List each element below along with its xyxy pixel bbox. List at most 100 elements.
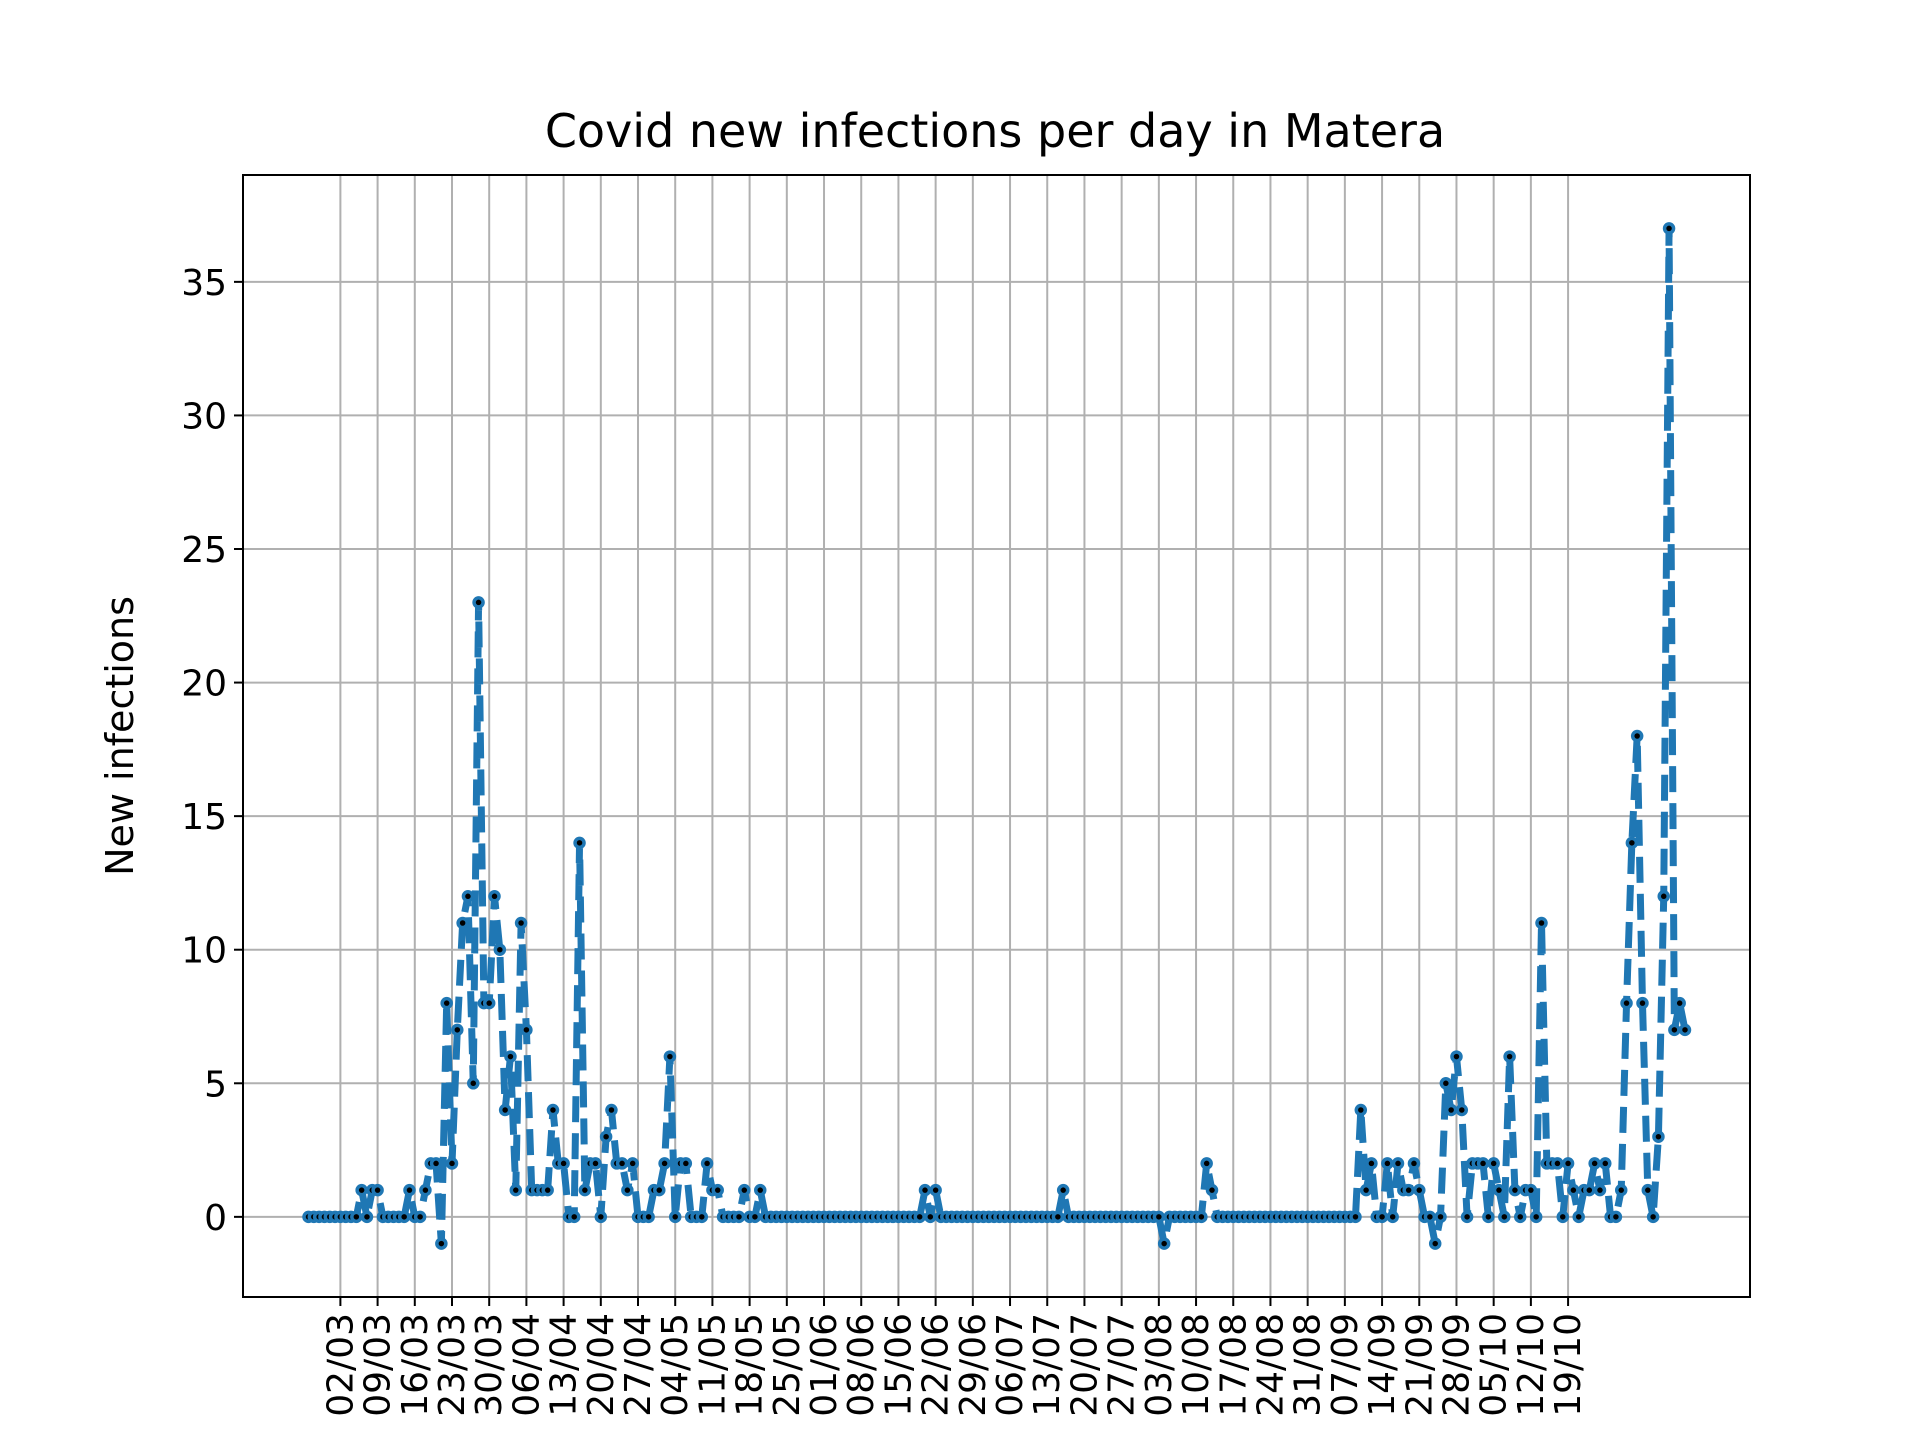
data-point — [1423, 1210, 1437, 1224]
data-point — [626, 1157, 639, 1170]
data-point — [1450, 1050, 1463, 1063]
data-point — [1498, 1210, 1511, 1224]
data-point — [429, 1157, 443, 1170]
chart-title: Covid new infections per day in Matera — [545, 104, 1445, 158]
x-tick-label: 19/10 — [1548, 1313, 1589, 1417]
data-point — [1407, 1157, 1421, 1170]
x-tick-label: 11/05 — [692, 1313, 733, 1417]
data-point — [1428, 1237, 1442, 1250]
x-tick-label: 16/03 — [395, 1313, 436, 1417]
data-point — [732, 1210, 746, 1224]
data-point — [605, 1103, 618, 1117]
x-tick-label: 20/04 — [581, 1313, 622, 1417]
data-point — [1561, 1157, 1575, 1170]
x-tick-label: 10/08 — [1176, 1313, 1217, 1417]
x-tick-label: 02/03 — [320, 1313, 361, 1417]
data-point — [615, 1157, 629, 1170]
data-point — [461, 890, 475, 903]
x-tick-label: 23/03 — [432, 1313, 473, 1417]
data-point — [1349, 1210, 1362, 1224]
data-point — [1205, 1183, 1219, 1197]
data-point — [1503, 1050, 1516, 1063]
y-tick-label: 15 — [181, 797, 227, 838]
data-point — [589, 1157, 602, 1170]
y-axis: 0 5 10 15 20 25 30 35 — [181, 263, 243, 1239]
data-point — [482, 996, 496, 1010]
data-point — [1567, 1183, 1580, 1197]
x-tick-label: 03/08 — [1139, 1313, 1180, 1417]
data-point — [546, 1103, 560, 1117]
data-point — [360, 1210, 374, 1224]
data-point — [913, 1210, 926, 1224]
series-new-infections — [302, 222, 1692, 1250]
x-tick-label: 05/10 — [1474, 1313, 1515, 1417]
data-point — [1455, 1103, 1469, 1117]
data-point — [445, 1157, 459, 1170]
y-axis-label: New infections — [98, 596, 142, 876]
data-point — [1551, 1157, 1564, 1170]
data-point — [1482, 1210, 1495, 1224]
data-point — [1051, 1210, 1065, 1224]
data-point — [1444, 1103, 1458, 1117]
x-tick-label: 27/04 — [618, 1313, 659, 1417]
plot-frame — [242, 174, 1751, 1298]
data-point — [435, 1237, 448, 1250]
data-point — [695, 1210, 709, 1224]
data-point — [1524, 1183, 1538, 1197]
data-point — [1678, 1023, 1692, 1037]
data-point — [658, 1157, 671, 1170]
data-point — [1508, 1183, 1522, 1197]
x-tick-label: 13/04 — [544, 1313, 585, 1417]
y-tick-label: 0 — [204, 1198, 227, 1239]
y-tick-label: 25 — [181, 530, 227, 571]
data-point — [1492, 1183, 1506, 1197]
data-point — [663, 1050, 677, 1063]
data-point — [1641, 1183, 1655, 1197]
x-tick-label: 06/04 — [506, 1313, 547, 1417]
data-point — [440, 996, 453, 1010]
x-tick-label: 09/03 — [358, 1313, 399, 1417]
data-point — [1636, 996, 1649, 1010]
x-tick-label: 20/07 — [1064, 1313, 1105, 1417]
data-point — [1402, 1183, 1415, 1197]
x-tick-label: 06/07 — [990, 1313, 1031, 1417]
data-point — [1556, 1210, 1570, 1224]
y-tick-label: 20 — [181, 664, 227, 705]
data-point — [1652, 1130, 1665, 1143]
data-point — [1195, 1210, 1208, 1224]
data-point — [1513, 1210, 1527, 1224]
data-point — [1614, 1183, 1628, 1197]
data-point — [578, 1183, 592, 1197]
data-point — [1476, 1157, 1490, 1170]
data-point — [1386, 1210, 1399, 1224]
x-tick-label: 01/06 — [804, 1313, 845, 1417]
data-point — [700, 1157, 714, 1170]
y-tick-label: 5 — [204, 1064, 227, 1105]
x-tick-label: 25/05 — [767, 1313, 808, 1417]
data-point — [573, 836, 586, 850]
data-point — [1572, 1210, 1585, 1224]
data-point — [488, 890, 501, 903]
data-point — [668, 1210, 682, 1224]
x-tick-label: 04/05 — [655, 1313, 696, 1417]
data-point — [504, 1050, 517, 1063]
data-point — [567, 1210, 581, 1224]
x-tick-label: 18/05 — [730, 1313, 771, 1417]
x-tick-label: 14/09 — [1362, 1313, 1403, 1417]
data-point — [350, 1210, 363, 1224]
y-tick-label: 30 — [181, 396, 227, 437]
data-point — [1359, 1183, 1373, 1197]
data-point — [1593, 1183, 1607, 1197]
y-tick-label: 10 — [181, 931, 227, 972]
data-point — [541, 1183, 554, 1197]
data-point — [355, 1183, 368, 1197]
data-point — [1657, 890, 1670, 903]
data-point — [1460, 1210, 1474, 1224]
data-point — [653, 1183, 666, 1197]
x-tick-label: 28/09 — [1436, 1313, 1477, 1417]
data-point — [1588, 1157, 1601, 1170]
data-point — [493, 943, 507, 956]
data-point — [1365, 1157, 1378, 1170]
data-point — [1646, 1210, 1660, 1224]
